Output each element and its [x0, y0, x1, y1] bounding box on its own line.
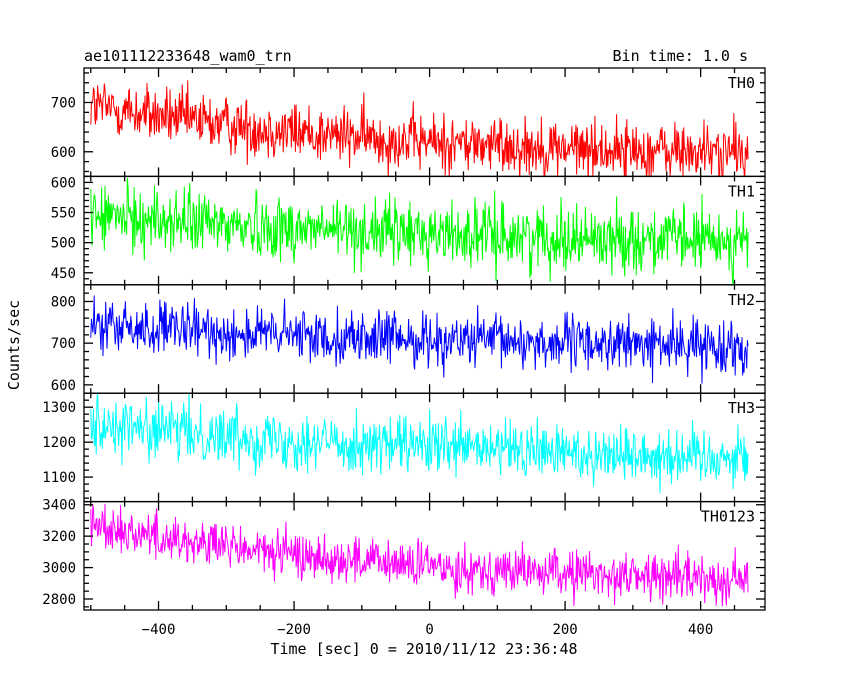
bin-time-label: Bin time: 1.0 s — [613, 47, 748, 65]
y-tick-label: 700 — [51, 95, 76, 111]
x-axis-label: Time [sec] 0 = 2010/11/12 23:36:48 — [270, 640, 577, 658]
chart-title: ae101112233648_wam0_trn — [84, 47, 292, 65]
series-line-th3 — [90, 393, 749, 494]
y-tick-label: 500 — [51, 236, 76, 252]
y-axis-label: Counts/sec — [5, 300, 23, 390]
y-tick-label: 600 — [51, 175, 76, 191]
panels-group: 600 700 TH0 450 500 550 600 TH1 600 700 800 TH2 1100… — [42, 67, 766, 638]
y-tick-label: 3200 — [42, 529, 76, 545]
x-tick-label: −400 — [142, 622, 176, 638]
x-tick-label: 200 — [552, 622, 577, 638]
panel-frame-th0123 — [83, 500, 766, 611]
y-tick-label: 3400 — [42, 498, 76, 514]
y-tick-label: 800 — [51, 294, 76, 310]
legend-label-th0: TH0 — [728, 74, 755, 92]
series-line-th1 — [90, 177, 749, 285]
y-tick-label: 1200 — [42, 435, 76, 451]
y-tick-label: 600 — [51, 378, 76, 394]
x-tick-label: 400 — [688, 622, 713, 638]
y-tick-label: 2800 — [42, 592, 76, 608]
legend-label-th1: TH1 — [728, 182, 755, 200]
legend-label-th2: TH2 — [728, 291, 755, 309]
legend-label-th0123: TH0123 — [701, 508, 755, 526]
y-tick-label: 1100 — [42, 470, 76, 486]
x-tick-label: 0 — [425, 622, 433, 638]
series-line-th0 — [90, 80, 749, 177]
y-tick-label: 3000 — [42, 561, 76, 577]
series-line-th2 — [90, 295, 749, 384]
series-line-th0123 — [90, 503, 749, 607]
y-tick-label: 700 — [51, 336, 76, 352]
y-tick-label: 1300 — [42, 400, 76, 416]
x-tick-label: −200 — [277, 622, 311, 638]
y-tick-label: 550 — [51, 206, 76, 222]
y-tick-label: 450 — [51, 266, 76, 282]
y-tick-label: 600 — [51, 145, 76, 161]
legend-label-th3: TH3 — [728, 399, 755, 417]
